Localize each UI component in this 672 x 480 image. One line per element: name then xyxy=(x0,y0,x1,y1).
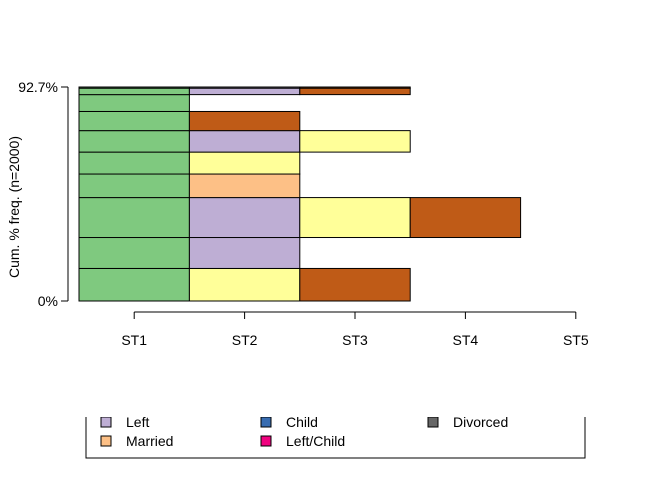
legend: Left Child Divorced Married Left/Child xyxy=(85,414,586,459)
legend-swatch xyxy=(100,435,112,447)
legend-label: Child xyxy=(286,414,318,430)
sequence-1-st1-cell xyxy=(78,267,190,302)
sequence-9-st3-cell xyxy=(299,87,411,96)
sequence-10-st3-cell xyxy=(299,86,411,89)
x-tick-label-st2: ST2 xyxy=(232,332,258,348)
x-tick-label-st1: ST1 xyxy=(121,332,147,348)
y-axis-label: Cum. % freq. (n=2000) xyxy=(6,136,22,278)
sequence-5-st2-cell xyxy=(188,151,301,175)
x-tick-label-st4: ST4 xyxy=(453,332,479,348)
sequence-9-st1-cell xyxy=(78,87,190,96)
sequence-2-st2-cell xyxy=(188,237,301,269)
sequence-3-st3-cell xyxy=(299,197,411,239)
x-tick-label-st3: ST3 xyxy=(342,332,368,348)
sequence-1-st3-cell xyxy=(299,267,411,302)
sequence-1-st2-cell xyxy=(188,267,301,302)
sequence-8-st1-cell xyxy=(78,94,190,112)
sequence-4-st2-cell xyxy=(188,173,301,199)
y-tick-label: 0% xyxy=(38,293,58,309)
x-tick-label-st5: ST5 xyxy=(563,332,589,348)
y-axis: 0% 92.7% xyxy=(18,79,69,309)
sequence-bars xyxy=(78,86,522,302)
legend-swatch xyxy=(260,417,272,428)
sequence-6-st1-cell xyxy=(78,130,190,153)
sequence-3-st2-cell xyxy=(188,197,301,239)
legend-swatch xyxy=(100,417,112,428)
sequence-4-st1-cell xyxy=(78,173,190,199)
legend-label: Married xyxy=(126,433,173,449)
sequence-3-st4-cell xyxy=(409,197,522,239)
legend-swatch xyxy=(427,417,439,428)
sequence-6-st2-cell xyxy=(188,130,301,153)
sequence-10-st2-cell xyxy=(188,86,301,89)
sequence-5-st1-cell xyxy=(78,151,190,175)
sequence-6-st3-cell xyxy=(299,130,411,153)
legend-label: Left/Child xyxy=(286,433,345,449)
sequence-2-st1-cell xyxy=(78,237,190,269)
legend-label: Divorced xyxy=(453,414,508,430)
sequence-7-st1-cell xyxy=(78,110,190,132)
sequence-7-st2-cell xyxy=(188,110,301,132)
sequence-10-st1-cell xyxy=(78,86,190,89)
legend-box xyxy=(85,417,586,459)
sequence-9-st2-cell xyxy=(188,87,301,96)
y-tick-label: 92.7% xyxy=(18,79,58,95)
sequence-3-st1-cell xyxy=(78,197,190,239)
legend-swatch xyxy=(260,435,272,447)
x-axis: ST1 ST2 ST3 ST4 ST5 xyxy=(121,311,589,348)
legend-label: Left xyxy=(126,414,149,430)
